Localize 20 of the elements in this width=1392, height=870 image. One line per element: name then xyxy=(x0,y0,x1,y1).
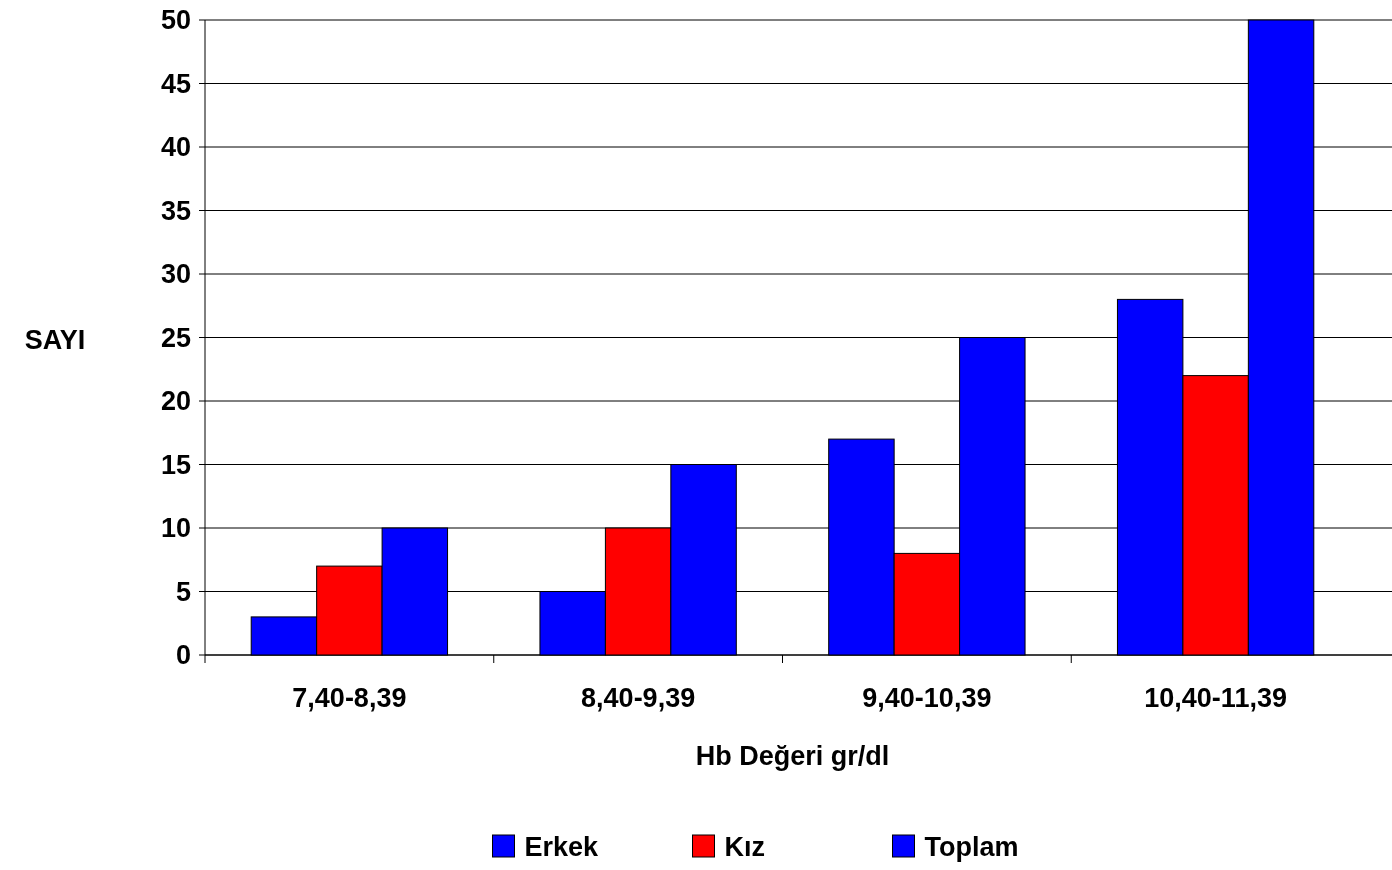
x-tick-label: 7,40-8,39 xyxy=(292,683,407,713)
legend-label: Toplam xyxy=(924,832,1019,863)
y-tick-label: 0 xyxy=(175,640,191,671)
legend-label: Erkek xyxy=(524,832,600,863)
y-tick-label: 45 xyxy=(160,68,191,99)
y-tick-label: 25 xyxy=(160,322,191,353)
y-tick-label: 15 xyxy=(160,449,191,480)
y-tick-label: 40 xyxy=(160,132,191,163)
y-axis-title: SAYI xyxy=(24,325,86,356)
y-tick-label: 50 xyxy=(160,5,191,36)
y-tick-label: 35 xyxy=(160,195,191,226)
y-tick-label: 5 xyxy=(175,576,191,607)
y-tick-label: 10 xyxy=(160,513,191,544)
y-tick-label: 20 xyxy=(160,386,191,417)
x-axis-title: Hb Değeri gr/dl xyxy=(695,741,890,771)
y-tick-label: 30 xyxy=(160,259,191,290)
legend-label: Kız xyxy=(724,832,765,863)
x-tick-label: 8,40-9,39 xyxy=(581,683,696,713)
x-tick-label: 10,40-11,39 xyxy=(1144,683,1287,713)
x-tick-label: 9,40-10,39 xyxy=(862,683,992,713)
